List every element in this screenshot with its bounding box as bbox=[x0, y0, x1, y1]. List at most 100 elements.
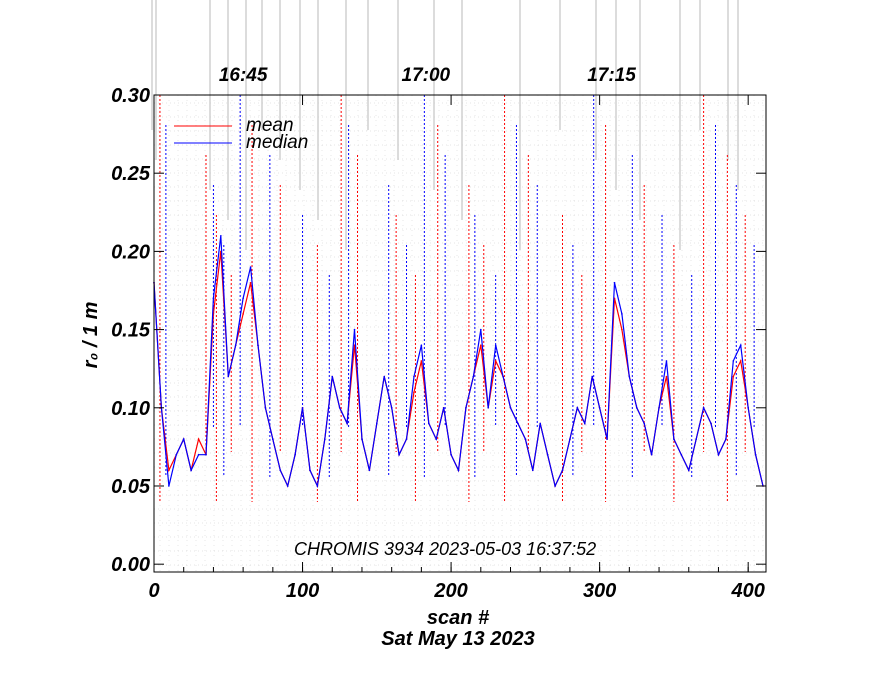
legend-label-mean: mean bbox=[246, 115, 294, 136]
data-point-median bbox=[398, 453, 400, 456]
top-axis-time-label: 17:00 bbox=[402, 65, 451, 86]
data-point-median bbox=[621, 313, 623, 315]
data-point-median bbox=[376, 422, 378, 425]
data-point-median bbox=[249, 266, 252, 268]
data-point-median bbox=[353, 328, 356, 331]
data-point-median bbox=[747, 406, 749, 409]
date-label: Sat May 13 2023 bbox=[381, 628, 534, 650]
data-point-mean bbox=[479, 344, 482, 347]
data-point-median bbox=[517, 422, 519, 425]
data-point-median bbox=[316, 485, 319, 487]
data-point-median bbox=[435, 438, 438, 440]
data-point-median bbox=[301, 406, 304, 409]
data-point-median bbox=[554, 485, 556, 487]
series-line-median bbox=[153, 235, 764, 489]
data-point-median bbox=[331, 375, 334, 378]
data-point-median bbox=[168, 485, 170, 487]
plot-frame bbox=[153, 94, 767, 573]
data-point-median bbox=[190, 469, 192, 472]
data-point-mean bbox=[665, 375, 668, 378]
data-point-median bbox=[182, 438, 185, 440]
x-tick-label: 0 bbox=[148, 580, 159, 602]
tick-labels: 0 100 200 300 400 0.00 0.05 0.10 0.15 0.20 0.25 0.3… bbox=[111, 65, 765, 602]
data-point-median bbox=[264, 406, 267, 409]
data-point-median bbox=[368, 469, 371, 472]
data-point-median bbox=[279, 469, 282, 472]
data-point-median bbox=[450, 453, 452, 456]
data-point-mean bbox=[249, 281, 252, 284]
data-point-median bbox=[442, 406, 445, 409]
data-point-median bbox=[717, 453, 720, 456]
data-point-median bbox=[524, 438, 527, 440]
data-point-median bbox=[457, 469, 460, 472]
data-point-median bbox=[272, 438, 274, 440]
data-point-mean bbox=[353, 344, 356, 347]
data-point-median bbox=[673, 438, 675, 440]
data-point-median bbox=[546, 453, 549, 456]
data-point-median bbox=[487, 406, 490, 409]
data-point-median bbox=[294, 453, 296, 456]
data-point-median bbox=[576, 406, 579, 409]
top-axis-time-label: 16:45 bbox=[219, 65, 268, 86]
data-point-mean bbox=[242, 313, 244, 315]
data-point-median bbox=[754, 453, 757, 456]
data-point-median bbox=[658, 406, 660, 409]
data-point-median bbox=[212, 297, 215, 300]
data-point-mean bbox=[732, 375, 735, 378]
data-point-median bbox=[479, 328, 482, 331]
axis-ticks bbox=[153, 94, 766, 572]
data-point-median bbox=[428, 422, 430, 425]
legend-label-median: median bbox=[246, 132, 308, 153]
x-tick-label: 300 bbox=[583, 580, 616, 602]
data-point-median bbox=[732, 360, 735, 362]
top-axis-time-label: 17:15 bbox=[587, 65, 636, 86]
data-point-median bbox=[346, 422, 348, 425]
data-point-median bbox=[309, 469, 311, 472]
data-point-median bbox=[583, 422, 586, 425]
y-tick-label: 0.10 bbox=[111, 398, 150, 420]
data-point-median bbox=[465, 406, 467, 409]
y-tick-label: 0.25 bbox=[111, 163, 151, 185]
data-point-mean bbox=[494, 360, 497, 362]
data-point-median bbox=[613, 281, 616, 284]
data-point-mean bbox=[621, 328, 623, 331]
y-tick-label: 0.05 bbox=[111, 476, 151, 498]
data-point-mean bbox=[413, 391, 415, 393]
data-point-median bbox=[338, 406, 341, 409]
data-point-median bbox=[680, 453, 683, 456]
data-point-mean bbox=[197, 438, 200, 440]
observation-annotation: CHROMIS 3934 2023-05-03 16:37:52 bbox=[294, 539, 596, 559]
data-point-median bbox=[725, 438, 727, 440]
dotted-spikes bbox=[159, 95, 755, 502]
data-point-median bbox=[390, 406, 393, 409]
data-point-median bbox=[710, 422, 712, 425]
x-tick-label: 400 bbox=[730, 580, 764, 602]
data-point-median bbox=[739, 344, 742, 347]
data-point-median bbox=[665, 360, 668, 362]
data-point-median bbox=[591, 375, 594, 378]
data-point-median bbox=[561, 469, 564, 472]
series-lines bbox=[153, 234, 764, 489]
data-point-median bbox=[650, 453, 653, 456]
data-point-median bbox=[628, 375, 631, 378]
data-point-median bbox=[220, 234, 222, 237]
data-point-median bbox=[635, 406, 638, 409]
data-point-mean bbox=[739, 360, 742, 362]
data-point-median bbox=[702, 406, 705, 409]
data-point-median bbox=[420, 344, 423, 347]
data-point-median bbox=[494, 344, 497, 347]
x-tick-label: 200 bbox=[433, 580, 467, 602]
data-point-median bbox=[413, 375, 415, 378]
data-point-median bbox=[257, 344, 259, 347]
data-point-median bbox=[286, 485, 289, 487]
data-point-median bbox=[539, 422, 542, 425]
data-point-median bbox=[242, 297, 244, 300]
x-axis-label: scan # bbox=[427, 607, 490, 629]
data-point-median bbox=[502, 375, 504, 378]
data-point-median bbox=[405, 438, 408, 440]
data-point-median bbox=[383, 375, 386, 378]
data-point-median bbox=[197, 453, 200, 456]
data-point-mean bbox=[420, 360, 423, 362]
data-point-median bbox=[509, 406, 512, 409]
